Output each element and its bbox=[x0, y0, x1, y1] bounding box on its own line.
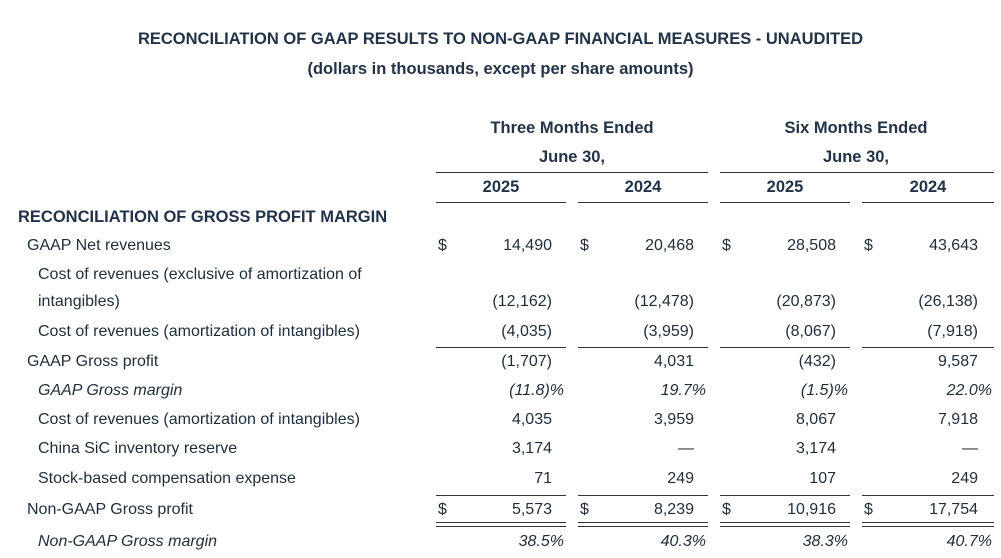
year-header-rule bbox=[862, 202, 994, 203]
period-header-rule bbox=[720, 172, 994, 173]
row-value: — bbox=[678, 440, 694, 457]
currency-symbol: $ bbox=[438, 501, 447, 518]
row-value: 28,508 bbox=[787, 237, 836, 254]
row-value: (8,067) bbox=[785, 323, 836, 340]
row-value: 4,031 bbox=[653, 353, 694, 370]
row-value: 8,067 bbox=[795, 411, 836, 428]
row-label: Cost of revenues (exclusive of amortizat… bbox=[38, 266, 362, 283]
row-value: (20,873) bbox=[776, 293, 836, 310]
row-label: Stock-based compensation expense bbox=[38, 470, 296, 487]
row-label: China SiC inventory reserve bbox=[38, 440, 238, 457]
subtotal-rule bbox=[862, 495, 994, 496]
year-header: 2024 bbox=[624, 178, 662, 196]
row-value: (1,707) bbox=[501, 353, 552, 370]
total-double-rule bbox=[862, 522, 994, 527]
subtotal-rule bbox=[578, 495, 708, 496]
row-value: 3,174 bbox=[511, 440, 552, 457]
subtotal-rule bbox=[436, 347, 566, 348]
row-value: (7,918) bbox=[927, 323, 978, 340]
currency-symbol: $ bbox=[438, 237, 447, 254]
row-label-continued: intangibles) bbox=[38, 293, 120, 310]
year-header: 2025 bbox=[482, 178, 520, 196]
row-value: 43,643 bbox=[929, 237, 978, 254]
row-value: 71 bbox=[534, 470, 552, 487]
row-value: (26,138) bbox=[918, 293, 978, 310]
subtotal-rule bbox=[862, 347, 994, 348]
row-value: 3,959 bbox=[653, 411, 694, 428]
row-value: (12,162) bbox=[492, 293, 552, 310]
row-value: 20,468 bbox=[645, 237, 694, 254]
currency-symbol: $ bbox=[864, 237, 873, 254]
row-value: 5,573 bbox=[511, 501, 552, 518]
currency-symbol: $ bbox=[864, 501, 873, 518]
row-label: GAAP Gross profit bbox=[27, 353, 159, 370]
period-header-line1: Six Months Ended bbox=[784, 119, 928, 137]
row-value: (432) bbox=[798, 353, 836, 370]
row-value: 17,754 bbox=[929, 501, 978, 518]
row-value: 4,035 bbox=[511, 411, 552, 428]
row-value: 8,239 bbox=[653, 501, 694, 518]
row-label: Non-GAAP Gross margin bbox=[38, 533, 218, 550]
row-value: 9,587 bbox=[937, 353, 978, 370]
row-label: Cost of revenues (amortization of intang… bbox=[38, 411, 360, 428]
period-header-line1: Three Months Ended bbox=[490, 119, 654, 137]
subtotal-rule bbox=[436, 495, 566, 496]
row-value: 3,174 bbox=[795, 440, 836, 457]
report-subtitle: (dollars in thousands, except per share … bbox=[307, 60, 694, 78]
row-value: 7,918 bbox=[937, 411, 978, 428]
period-header-rule bbox=[436, 172, 708, 173]
row-label: GAAP Gross margin bbox=[38, 382, 183, 399]
row-value: (12,478) bbox=[634, 293, 694, 310]
subtotal-rule bbox=[578, 347, 708, 348]
row-value: 14,490 bbox=[503, 237, 552, 254]
row-value: (1.5)% bbox=[800, 382, 848, 399]
year-header-rule bbox=[720, 202, 850, 203]
row-value: 40.7% bbox=[946, 533, 992, 550]
row-value: 10,916 bbox=[787, 501, 836, 518]
row-value: (3,959) bbox=[643, 323, 694, 340]
subtotal-rule bbox=[720, 347, 850, 348]
row-label: Cost of revenues (amortization of intang… bbox=[38, 323, 360, 340]
total-double-rule bbox=[436, 522, 566, 527]
year-header-rule bbox=[436, 202, 566, 203]
row-label: Non-GAAP Gross profit bbox=[27, 501, 193, 518]
year-header: 2024 bbox=[909, 178, 947, 196]
row-value: 107 bbox=[809, 470, 836, 487]
currency-symbol: $ bbox=[722, 237, 731, 254]
total-double-rule bbox=[720, 522, 850, 527]
subtotal-rule bbox=[720, 495, 850, 496]
row-value: 249 bbox=[667, 470, 694, 487]
row-value: 19.7% bbox=[660, 382, 706, 399]
row-value: — bbox=[962, 440, 978, 457]
currency-symbol: $ bbox=[580, 237, 589, 254]
currency-symbol: $ bbox=[722, 501, 731, 518]
row-value: (11.8)% bbox=[509, 382, 564, 399]
period-header-line2: June 30, bbox=[822, 148, 890, 166]
row-label: GAAP Net revenues bbox=[27, 237, 171, 254]
row-value: (4,035) bbox=[501, 323, 552, 340]
row-value: 38.3% bbox=[802, 533, 848, 550]
period-header-line2: June 30, bbox=[538, 148, 606, 166]
row-value: 40.3% bbox=[660, 533, 706, 550]
year-header-rule bbox=[578, 202, 708, 203]
currency-symbol: $ bbox=[580, 501, 589, 518]
section-title: RECONCILIATION OF GROSS PROFIT MARGIN bbox=[18, 208, 388, 226]
row-value: 38.5% bbox=[518, 533, 564, 550]
row-value: 22.0% bbox=[946, 382, 992, 399]
year-header: 2025 bbox=[766, 178, 804, 196]
report-title: RECONCILIATION OF GAAP RESULTS TO NON-GA… bbox=[137, 30, 864, 48]
row-value: 249 bbox=[951, 470, 978, 487]
total-double-rule bbox=[578, 522, 708, 527]
